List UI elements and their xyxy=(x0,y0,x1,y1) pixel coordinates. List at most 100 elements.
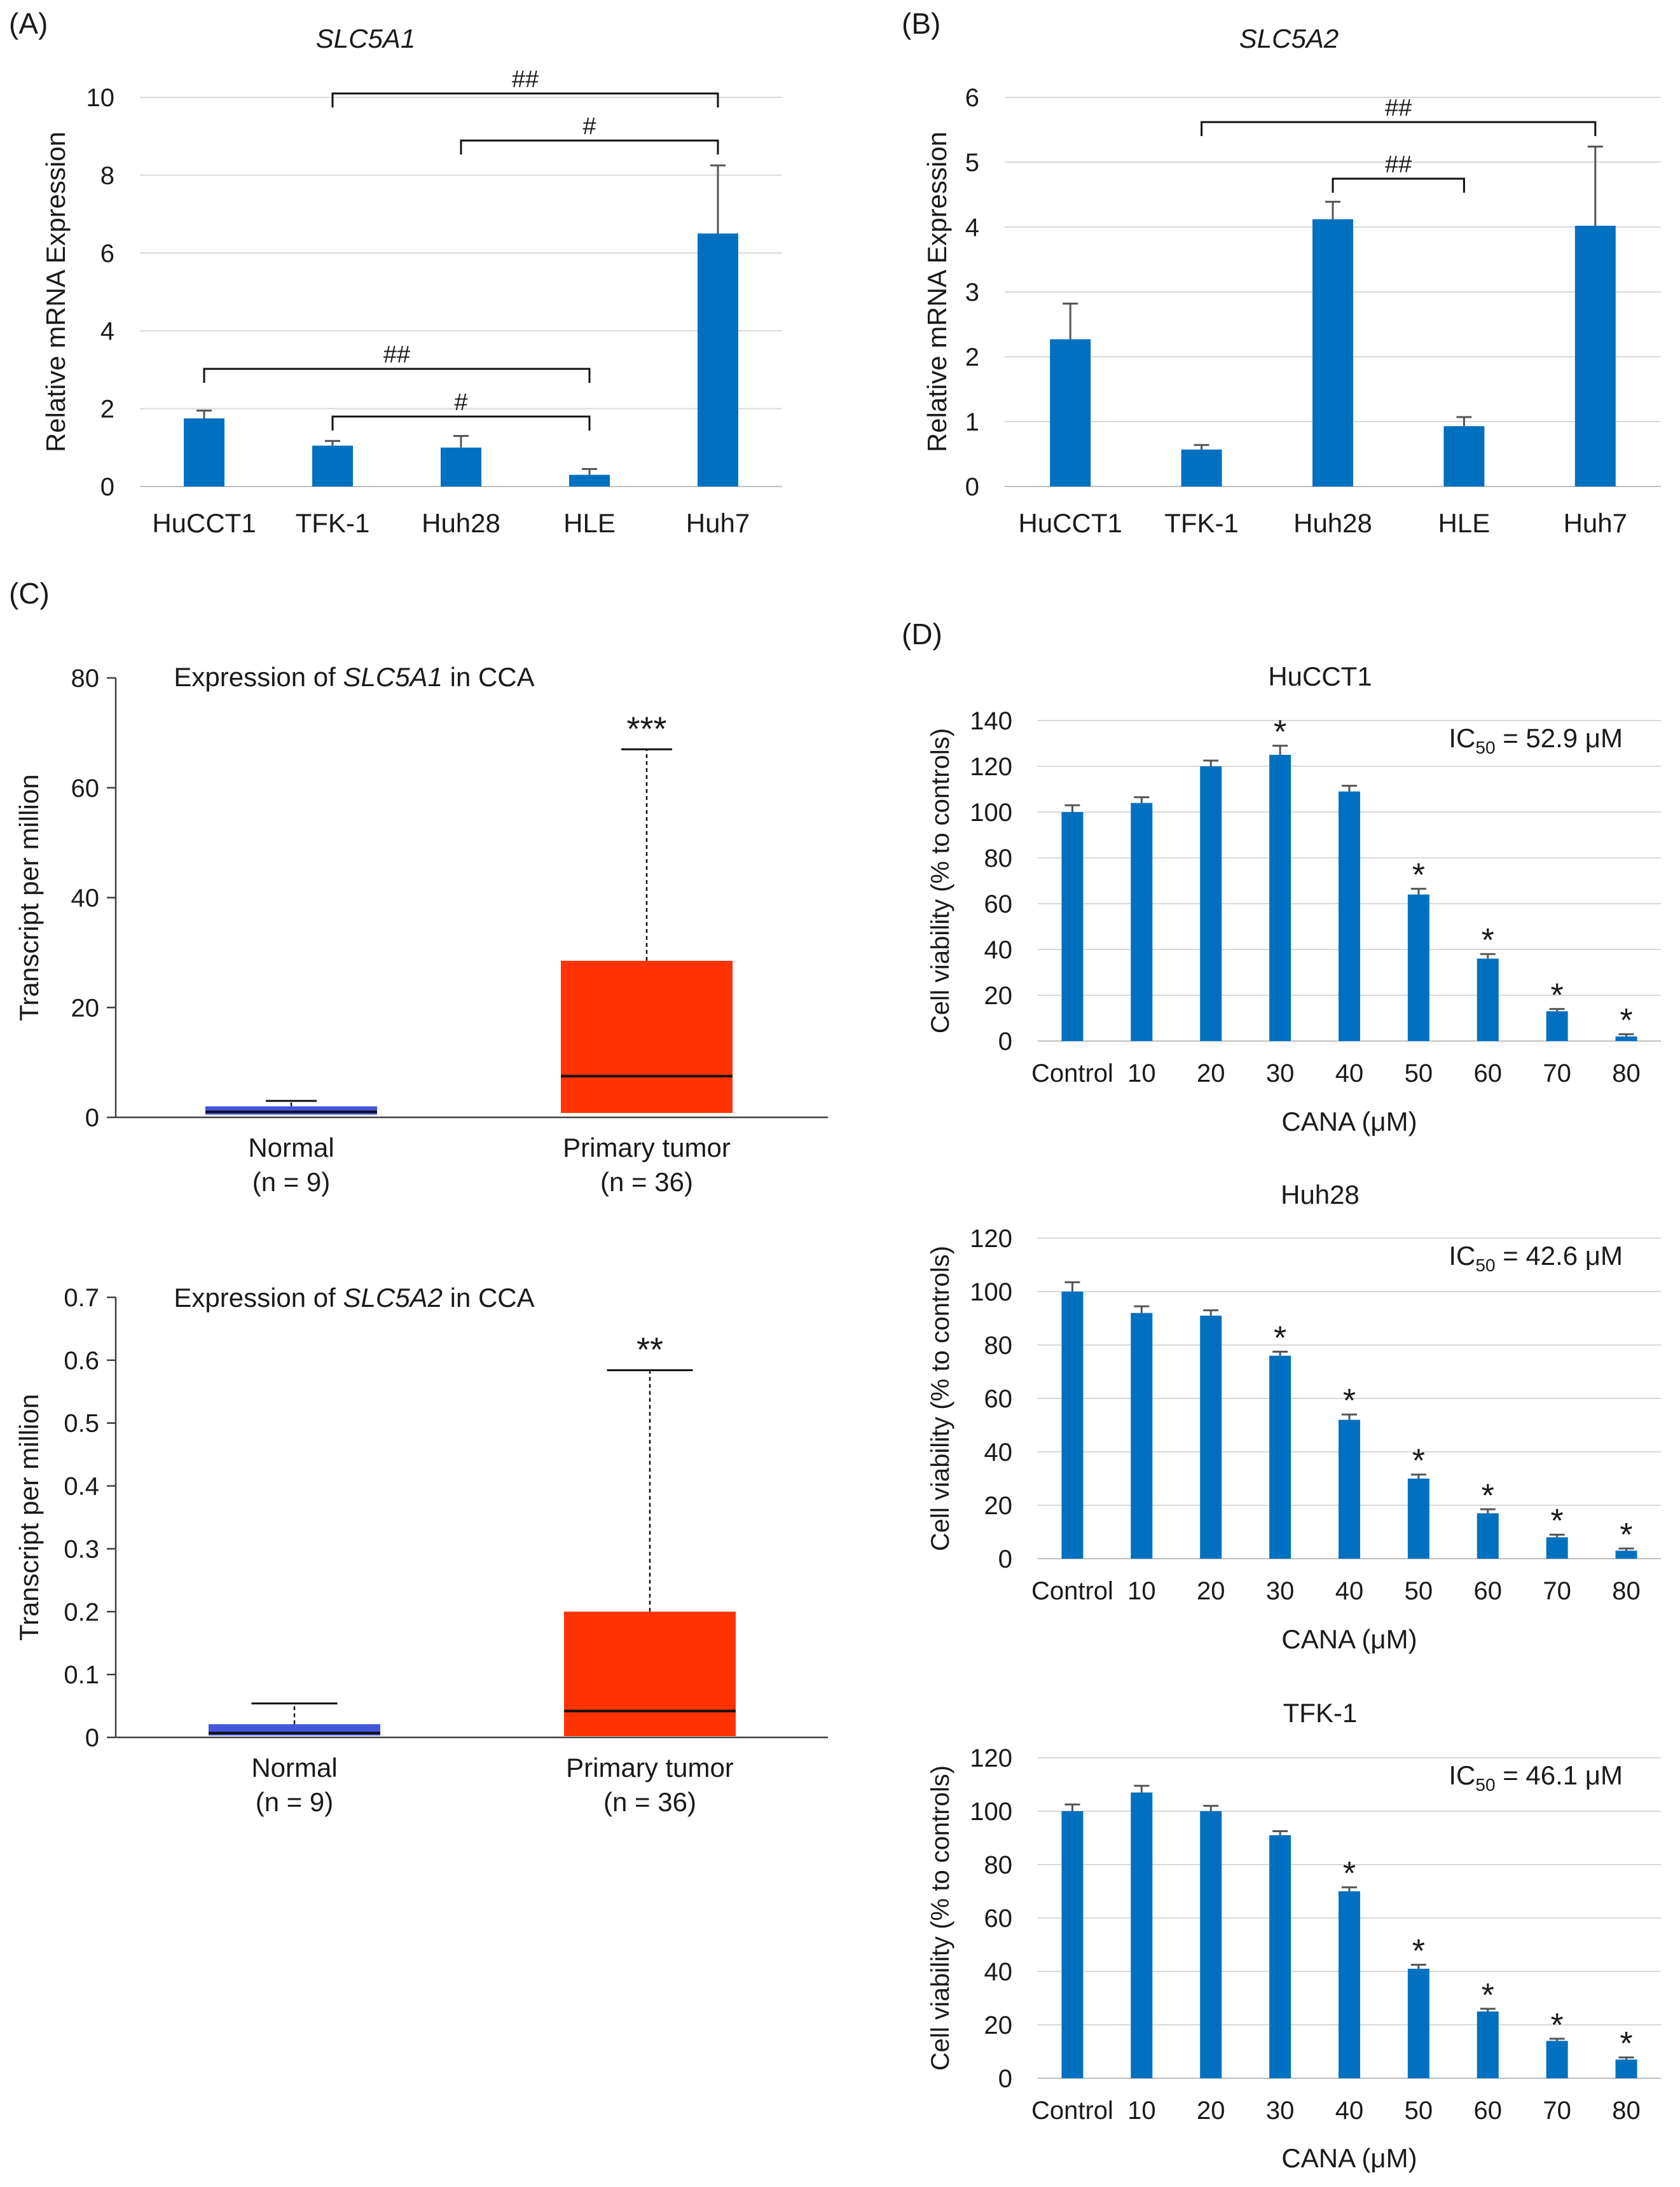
a-xtick-label: HLE xyxy=(563,508,616,538)
d3-bar-3 xyxy=(1269,1835,1291,2078)
d3-asterisk-6: * xyxy=(1482,1977,1494,2014)
d2-ytick-label: 80 xyxy=(984,1332,1013,1360)
d1-bar-1 xyxy=(1131,803,1153,1041)
d1-xtick-label: 30 xyxy=(1266,1059,1295,1087)
d1-title: HuCCT1 xyxy=(1268,661,1372,691)
d1-asterisk-5: * xyxy=(1412,857,1425,894)
d1-xlabel: CANA (μM) xyxy=(1281,1107,1417,1136)
b-title: SLC5A2 xyxy=(1239,24,1339,53)
d3-ic50-label: IC50 = 46.1 μM xyxy=(1449,1760,1623,1795)
d3-ytick-label: 40 xyxy=(984,1958,1013,1986)
a-bar-1 xyxy=(312,445,353,486)
d3-title: TFK-1 xyxy=(1283,1698,1358,1728)
c2-significance: ** xyxy=(637,1331,663,1369)
a-ytick-label: 10 xyxy=(86,84,115,112)
d2-xtick-label: 40 xyxy=(1335,1577,1364,1605)
b-ytick-label: 2 xyxy=(965,343,979,371)
a-bar-4 xyxy=(698,233,738,486)
b-bar-0 xyxy=(1050,339,1091,486)
b-xtick-label: Huh28 xyxy=(1293,508,1372,538)
d1-asterisk-8: * xyxy=(1620,1002,1632,1039)
b-ytick-label: 4 xyxy=(965,214,979,242)
d2-bar-2 xyxy=(1200,1315,1222,1559)
panel-label-b: (B) xyxy=(902,7,941,40)
d3-xtick-label: 50 xyxy=(1405,2097,1433,2125)
d3-bar-2 xyxy=(1200,1811,1222,2078)
d1-bar-6 xyxy=(1477,958,1499,1041)
a-ytick-label: 8 xyxy=(100,162,114,190)
b-bar-2 xyxy=(1312,219,1353,486)
a-xtick-label: Huh7 xyxy=(686,508,750,538)
d2-bar-8 xyxy=(1615,1550,1637,1559)
d2-xtick-label: 80 xyxy=(1612,1577,1641,1605)
panel-label-a: (A) xyxy=(9,7,48,40)
c2-ytick-label: 0.4 xyxy=(64,1473,99,1501)
d3-asterisk-7: * xyxy=(1551,2007,1564,2044)
a-bracket-label-2: ## xyxy=(383,342,410,368)
d2-xtick-label: 70 xyxy=(1543,1577,1571,1605)
d1-ytick-label: 100 xyxy=(970,799,1012,827)
c2-ytick-label: 0.6 xyxy=(64,1347,99,1375)
c1-ytick-label: 20 xyxy=(71,994,100,1022)
d3-bar-0 xyxy=(1061,1811,1084,2078)
c2-ytick-label: 0.2 xyxy=(64,1598,99,1626)
a-ylabel: Relative mRNA Expression xyxy=(41,132,71,452)
a-bracket-label-0: ## xyxy=(512,66,539,93)
d3-asterisk-8: * xyxy=(1620,2025,1632,2062)
c2-group-n-1: (n = 36) xyxy=(603,1787,696,1817)
d3-xtick-label: 80 xyxy=(1612,2097,1641,2125)
d1-xtick-label: 50 xyxy=(1405,1059,1433,1087)
d3-asterisk-4: * xyxy=(1343,1856,1356,1893)
d2-ylabel: Cell viability (% to controls) xyxy=(926,1246,954,1551)
d3-ytick-label: 60 xyxy=(984,1905,1013,1933)
c1-group-n-0: (n = 9) xyxy=(252,1167,331,1197)
d3-xlabel: CANA (μM) xyxy=(1281,2143,1417,2173)
d2-asterisk-6: * xyxy=(1482,1477,1494,1514)
a-xtick-label: TFK-1 xyxy=(296,508,370,538)
c1-group-n-1: (n = 36) xyxy=(600,1167,693,1197)
c1-ytick-label: 40 xyxy=(71,885,100,913)
b-bar-4 xyxy=(1574,225,1616,486)
d2-xtick-label: Control xyxy=(1031,1577,1113,1605)
d1-ic50-label: IC50 = 52.9 μM xyxy=(1449,723,1623,757)
a-ytick-label: 2 xyxy=(100,396,114,424)
d1-ytick-label: 80 xyxy=(984,845,1013,873)
d2-xtick-label: 30 xyxy=(1266,1577,1295,1605)
d3-xtick-label: 10 xyxy=(1127,2097,1156,2125)
d1-xtick-label: 60 xyxy=(1474,1059,1503,1087)
b-ytick-label: 0 xyxy=(965,473,979,501)
d1-ytick-label: 0 xyxy=(998,1028,1012,1056)
b-bar-1 xyxy=(1181,449,1222,486)
c1-ylabel: Transcript per million xyxy=(14,774,44,1021)
d2-ytick-label: 120 xyxy=(970,1225,1012,1253)
d1-xtick-label: 70 xyxy=(1543,1059,1571,1087)
a-bar-3 xyxy=(569,474,610,486)
c2-ytick-label: 0.3 xyxy=(64,1535,99,1563)
d3-bar-6 xyxy=(1477,2011,1499,2078)
d3-ylabel: Cell viability (% to controls) xyxy=(926,1765,954,2071)
b-xtick-label: TFK-1 xyxy=(1164,508,1239,538)
d3-bar-5 xyxy=(1407,1968,1429,2078)
d2-xlabel: CANA (μM) xyxy=(1281,1624,1417,1654)
d1-bar-8 xyxy=(1615,1036,1637,1041)
a-ytick-label: 6 xyxy=(100,240,114,268)
d1-xtick-label: Control xyxy=(1031,1059,1113,1087)
a-bracket-1 xyxy=(460,139,719,155)
d3-xtick-label: 20 xyxy=(1197,2097,1225,2125)
c2-ytick-label: 0.7 xyxy=(64,1284,99,1312)
b-ytick-label: 6 xyxy=(965,84,979,112)
d3-bar-1 xyxy=(1131,1792,1153,2078)
d2-ytick-label: 40 xyxy=(984,1438,1013,1466)
d2-bar-0 xyxy=(1061,1292,1084,1559)
d1-ytick-label: 120 xyxy=(970,753,1012,781)
d3-ytick-label: 80 xyxy=(984,1851,1013,1879)
d1-bar-7 xyxy=(1546,1011,1568,1041)
b-ytick-label: 1 xyxy=(965,408,979,436)
d2-bar-3 xyxy=(1269,1355,1291,1559)
a-bar-2 xyxy=(441,447,481,486)
d2-bar-1 xyxy=(1131,1313,1153,1559)
c1-box-1 xyxy=(561,960,733,1114)
b-xtick-label: HuCCT1 xyxy=(1019,508,1122,538)
d2-asterisk-8: * xyxy=(1620,1517,1632,1554)
d1-xtick-label: 10 xyxy=(1127,1059,1156,1087)
